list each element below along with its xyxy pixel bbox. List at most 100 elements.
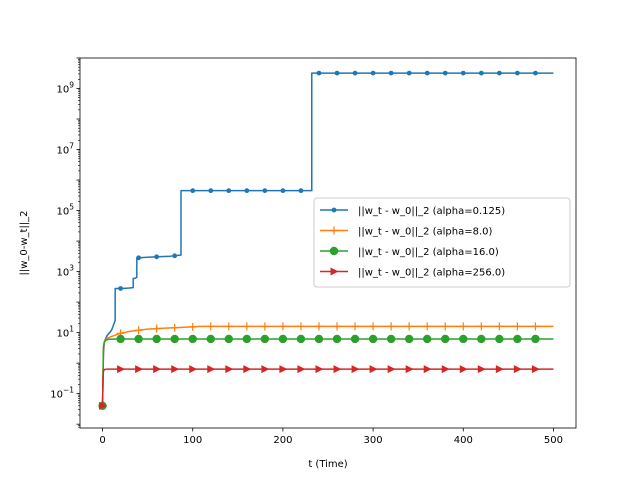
legend: ||w_t - w_0||_2 (alpha=0.125) ||w_t - w_0… [313,197,571,288]
series-marker [136,255,142,261]
series-marker [190,188,196,194]
x-tick-label: 500 [544,435,563,446]
series-marker [278,334,288,344]
series-marker [315,365,324,374]
series-marker [260,322,269,331]
series-marker [208,188,214,194]
series-marker [224,322,233,331]
series-marker [423,334,432,344]
series-marker [441,334,450,344]
series-marker [423,365,432,374]
series-marker [514,70,520,76]
legend-label: ||w_t - w_0||_2 (alpha=256.0) [358,268,505,279]
series-marker [117,365,126,374]
series-marker [296,322,305,331]
series-marker [477,334,486,344]
series-marker [459,322,468,331]
series-marker [260,334,270,344]
series-marker [460,70,466,76]
series-marker [352,70,358,76]
series-marker [370,70,376,76]
series-marker [388,70,394,76]
series-marker [459,334,468,344]
series-marker [368,334,378,344]
x-axis-label: t (Time) [308,459,347,470]
series-marker [243,365,252,374]
series-marker [333,365,342,374]
series-1 [98,322,554,410]
series-marker [170,334,179,344]
series-marker [278,322,287,331]
x-tick-label: 0 [99,435,105,446]
y-tick-label: 107 [56,142,74,157]
series-3 [99,365,554,410]
series-2 [98,334,554,411]
series-marker [170,323,179,332]
series-marker [279,365,288,374]
series-marker [387,365,396,374]
x-tick-label: 200 [273,435,292,446]
series-marker [188,322,197,331]
series-marker [152,324,161,333]
series-marker [387,322,396,331]
series-marker [495,365,504,374]
series-marker [207,365,216,374]
series-0 [101,70,554,406]
series-marker [351,322,360,331]
x-tick-label: 400 [454,435,473,446]
series-marker [261,365,270,374]
series-marker [153,365,162,374]
series-marker [477,365,486,374]
series-marker [333,322,342,331]
series-marker [206,322,215,331]
series-marker [513,322,522,331]
series-marker [441,365,450,374]
series-marker [296,334,306,344]
series-marker [171,365,180,374]
legend-label: ||w_t - w_0||_2 (alpha=16.0) [358,247,499,258]
series-marker [406,70,412,76]
y-axis: 10−1 101 103 105 107 109 [50,57,80,428]
series-marker [152,334,161,344]
series-marker [297,365,306,374]
series-marker [172,253,178,259]
series-marker [224,334,233,344]
series-marker [351,365,360,374]
series-marker [225,365,234,374]
series-marker [533,70,538,76]
plot-frame [79,57,577,429]
series-marker [496,70,502,76]
series-marker [334,70,340,76]
legend-swatch-marker [330,226,338,235]
series-marker [316,70,322,76]
series-marker [369,365,378,374]
series-marker [459,365,468,374]
series-marker [154,254,160,260]
x-tick-label: 100 [183,435,202,446]
series-marker [424,70,430,76]
series-marker [513,334,522,344]
series-marker [495,334,504,344]
series-marker [531,322,540,331]
series-marker [226,188,232,194]
y-tick-label: 109 [56,81,74,96]
series-marker [280,188,286,194]
y-tick-label: 105 [56,203,74,218]
series-marker [134,334,143,344]
series-marker [332,334,342,344]
y-tick-label: 101 [56,325,74,340]
series-line [101,368,554,406]
series-marker [242,322,251,331]
series-marker [423,322,432,331]
legend-swatch-marker [329,246,339,256]
series-marker [531,365,540,374]
y-axis-label: ||w_0-w_t||_2 [19,210,30,275]
legend-swatch-marker [330,267,339,276]
series-marker [99,401,108,410]
series-marker [386,334,396,344]
y-tick-label: 103 [56,264,74,279]
series-marker [206,334,215,344]
legend-entry: ||w_t - w_0||_2 (alpha=8.0) [320,226,493,238]
series-marker [513,365,522,374]
